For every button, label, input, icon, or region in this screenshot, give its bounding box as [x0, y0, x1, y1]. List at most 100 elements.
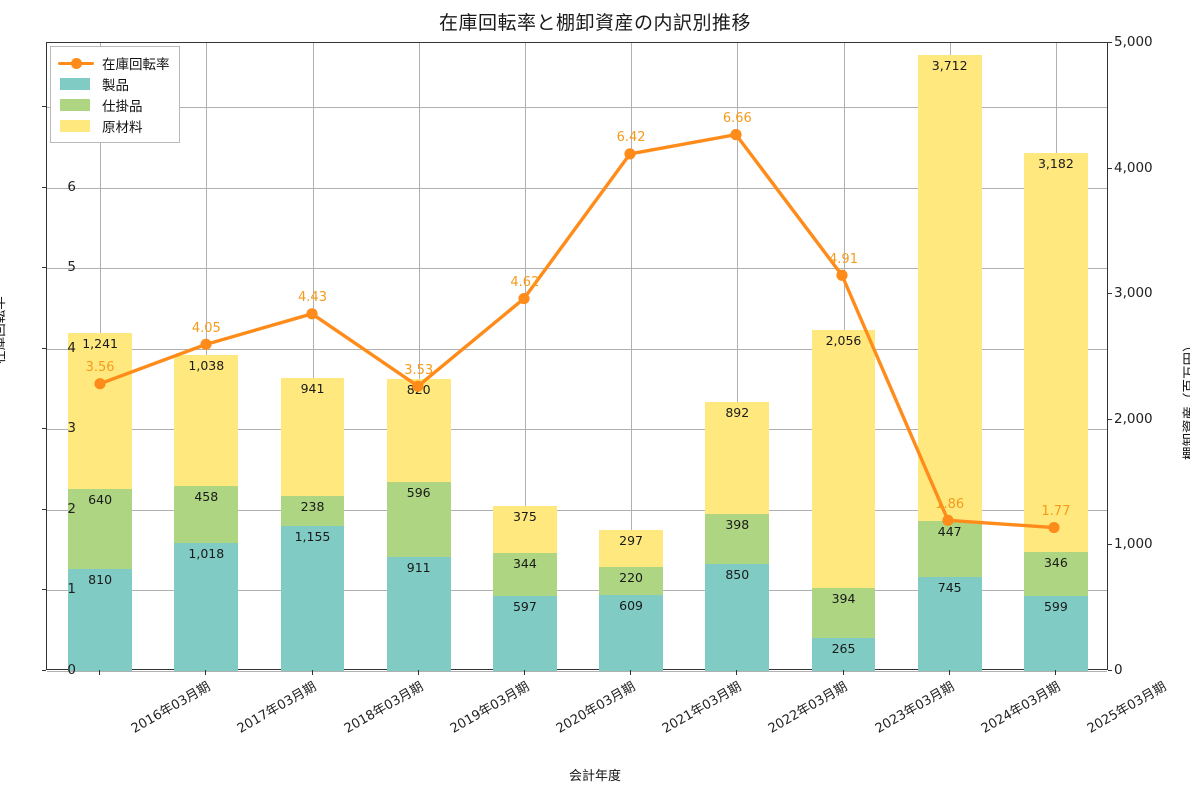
legend-item-turnover[interactable]: 在庫回転率	[58, 52, 170, 73]
legend-item-product[interactable]: 製品	[58, 73, 170, 94]
bar-segment-product[interactable]	[705, 564, 770, 671]
line-point-marker[interactable]	[624, 148, 636, 160]
bar-segment-work-in-process[interactable]	[917, 521, 982, 578]
bar-segment-value: 265	[831, 640, 856, 656]
bar-segment-work-in-process[interactable]	[68, 488, 132, 570]
bar-segment-work-in-process[interactable]	[811, 588, 876, 638]
bar-segment-product[interactable]	[917, 577, 982, 671]
line-point-value: 1.77	[1041, 504, 1071, 520]
bar-segment-raw-material[interactable]	[493, 505, 557, 553]
line-point-marker[interactable]	[730, 129, 742, 141]
bar-segment-raw-material[interactable]	[917, 55, 982, 522]
line-point-marker[interactable]	[518, 292, 530, 305]
bar-segment-work-in-process[interactable]	[1024, 552, 1088, 596]
bar-segment-value: 1,155	[294, 528, 331, 544]
bar-segment-product[interactable]	[386, 556, 451, 671]
bar-segment-work-in-process[interactable]	[280, 496, 345, 526]
x-axis-tick-label: 2022年03月期	[766, 679, 851, 737]
inventory-turnover-line	[98, 132, 1056, 530]
line-point-value: 4.43	[298, 290, 327, 306]
y-axis-tick-right: 5,000	[1114, 34, 1153, 50]
line-point-marker[interactable]	[412, 380, 424, 392]
bar-segment-product[interactable]	[280, 525, 345, 671]
x-axis-tick-label: 2017年03月期	[235, 679, 320, 737]
bar-segment-work-in-process[interactable]	[705, 514, 770, 565]
legend-item-work-in-process[interactable]: 仕掛品	[58, 94, 170, 115]
bar-segment-value: 1,018	[188, 546, 225, 562]
bar-segment-work-in-process[interactable]	[493, 552, 557, 596]
bar-segment-value: 394	[831, 591, 856, 607]
y-axis-tick-right: 0	[1114, 662, 1123, 678]
bar-segment-product[interactable]	[599, 594, 663, 671]
bar-segment-value: 1,038	[188, 358, 225, 374]
legend-key-icon	[58, 77, 94, 91]
y-axis-tick-left: 5	[67, 259, 76, 276]
y-axis-tick-mark-left	[42, 186, 46, 188]
bar-segment-product[interactable]	[174, 543, 239, 671]
bar-segment-value: 344	[512, 555, 537, 571]
bar-segment-raw-material[interactable]	[705, 402, 770, 515]
chart-legend: 在庫回転率 製品仕掛品 原材料	[50, 46, 180, 143]
legend-item-raw-material[interactable]: 原材料	[58, 115, 170, 136]
bar-segment-work-in-process[interactable]	[174, 485, 239, 544]
y-axis-tick-mark-left	[42, 589, 46, 591]
legend-key-icon	[58, 98, 94, 112]
line-point-marker[interactable]	[942, 514, 954, 526]
bar-segment-value: 1,241	[82, 336, 118, 351]
bar-segment-value: 596	[406, 484, 431, 500]
y-axis-tick-mark-right	[1108, 293, 1112, 295]
y-axis-tick-mark-left	[42, 670, 46, 671]
y-axis-label-left: 在庫回転率	[0, 296, 8, 364]
y-axis-tick-mark-right	[1108, 167, 1112, 169]
bar-segment-value: 599	[1043, 598, 1068, 614]
line-point-marker[interactable]	[1048, 521, 1060, 534]
bar-segment-work-in-process[interactable]	[386, 481, 451, 557]
bar-segment-raw-material[interactable]	[68, 333, 132, 489]
bar-segment-value: 398	[725, 517, 750, 533]
bar-segment-value: 297	[619, 532, 644, 548]
x-axis-tick-mark	[736, 670, 738, 675]
line-point-marker[interactable]	[94, 378, 106, 390]
x-axis-tick-mark	[1054, 670, 1056, 675]
bar-segment-raw-material[interactable]	[811, 329, 876, 589]
bar-segment-raw-material[interactable]	[386, 378, 451, 482]
line-point-value: 4.91	[829, 251, 858, 267]
line-point-marker[interactable]	[200, 338, 212, 350]
bar-segment-raw-material[interactable]	[1024, 152, 1088, 553]
y-axis-tick-mark-right	[1108, 42, 1112, 43]
bar-segment-value: 346	[1043, 555, 1068, 571]
bar-segment-work-in-process[interactable]	[599, 566, 663, 595]
bar-segment-value: 238	[300, 499, 325, 515]
y-axis-tick-left: 3	[67, 420, 76, 437]
x-axis-tick-label: 2024年03月期	[978, 679, 1063, 737]
y-axis-tick-right: 4,000	[1114, 159, 1153, 176]
line-point-marker[interactable]	[836, 269, 848, 281]
y-axis-tick-right: 2,000	[1114, 410, 1153, 427]
bar-segment-product[interactable]	[68, 569, 132, 671]
bar-segment-raw-material[interactable]	[599, 529, 663, 567]
bar-segment-value: 810	[88, 572, 113, 588]
y-axis-tick-left: 6	[67, 178, 76, 195]
legend-label: 仕掛品	[102, 98, 143, 115]
y-axis-tick-left: 4	[67, 339, 76, 356]
y-axis-tick-mark-right	[1108, 670, 1112, 671]
bar-segment-product[interactable]	[811, 637, 876, 671]
x-axis-tick-mark	[630, 670, 632, 675]
bar-segment-product[interactable]	[493, 596, 557, 671]
x-axis-tick-label: 2021年03月期	[659, 679, 745, 737]
x-axis-tick-label: 2025年03月期	[1084, 679, 1170, 737]
y-axis-tick-mark-left	[42, 267, 46, 269]
bar-segment-raw-material[interactable]	[280, 377, 345, 497]
line-point-marker[interactable]	[306, 308, 318, 320]
x-axis-tick-mark	[417, 670, 419, 675]
x-axis-tick-mark	[99, 670, 101, 675]
bar-segment-value: 941	[300, 380, 325, 396]
y-axis-tick-right: 3,000	[1114, 285, 1153, 302]
bar-segment-value: 597	[512, 599, 537, 615]
y-axis-tick-left: 0	[67, 662, 76, 678]
bar-segment-value: 640	[88, 491, 113, 507]
x-axis-tick-mark	[205, 670, 207, 675]
bar-segment-product[interactable]	[1024, 595, 1088, 671]
bar-segment-raw-material[interactable]	[174, 355, 239, 486]
y-axis-tick-mark-right	[1108, 418, 1112, 420]
